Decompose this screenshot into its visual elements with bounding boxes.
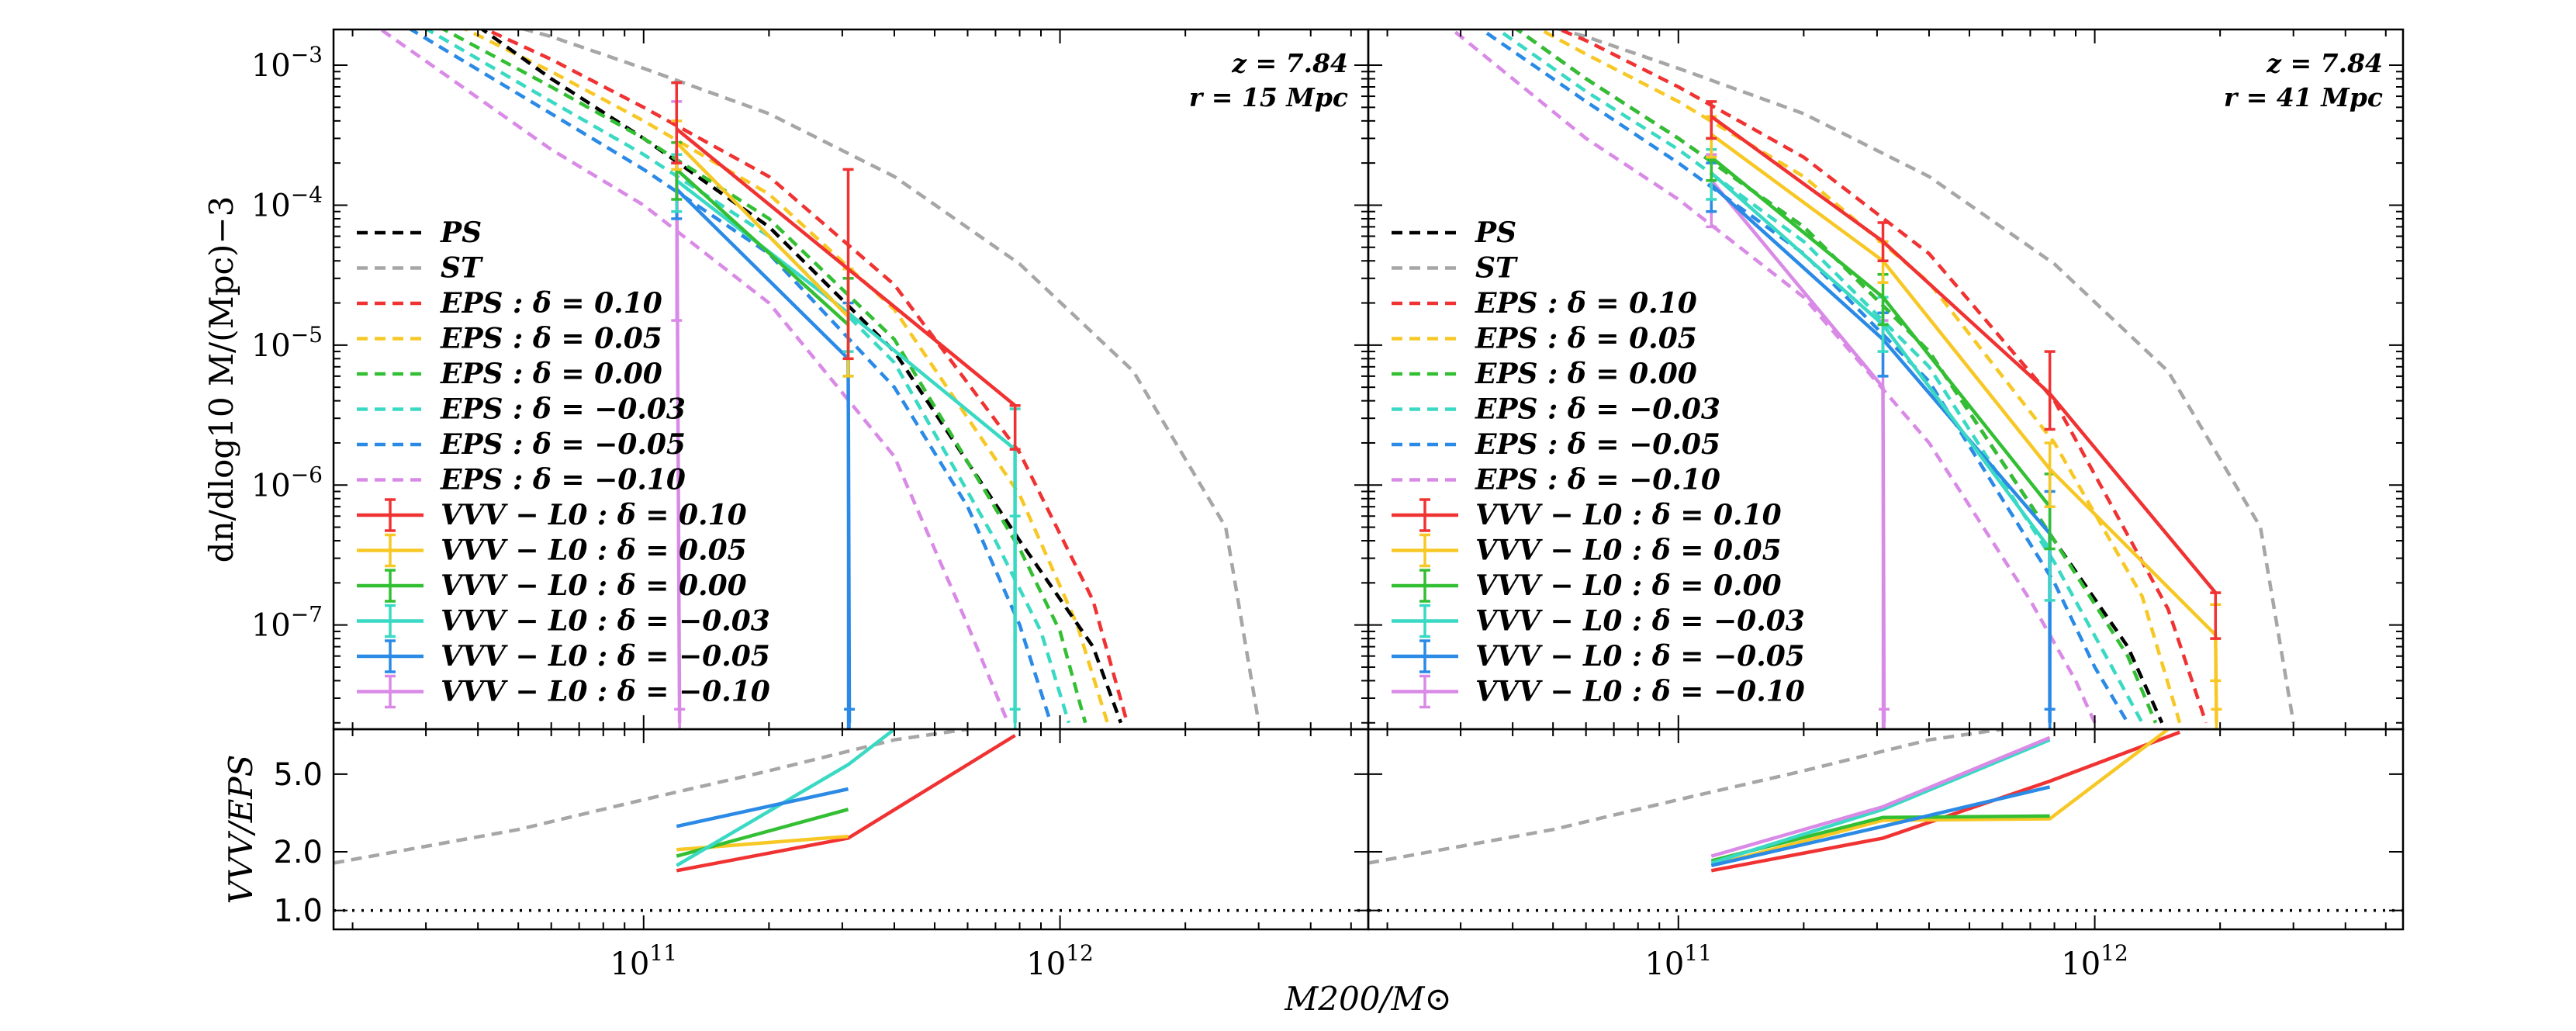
legend-label: VVV − L0 : δ = −0.05: [1475, 640, 1805, 673]
model-curve-ST: [1554, 29, 2295, 724]
ratio-curve-ST: [334, 729, 968, 865]
legend-label: VVV − L0 : δ = 0.05: [1475, 535, 1782, 567]
legend-label: VVV − L0 : δ = 0.10: [1475, 499, 1782, 531]
ratio-tick-label: 2.0: [273, 835, 323, 870]
legend-label: EPS : δ = 0.05: [1475, 323, 1697, 355]
x-ticks: [1386, 29, 2387, 929]
model-curve-d0.00: [440, 29, 1087, 724]
y-ticks: [1368, 64, 2403, 912]
legend-label: VVV − L0 : δ = −0.03: [1475, 605, 1805, 638]
model-curve-d0.10: [482, 29, 1129, 724]
x-tick-label: 1012: [1026, 940, 1094, 982]
sim-series-d0.10: [1710, 115, 2218, 594]
legend-label: EPS : δ = 0.05: [440, 323, 662, 355]
legend-label: VVV − L0 : δ = 0.10: [441, 499, 747, 531]
top-plot-area: [378, 29, 1260, 729]
y-tick-label: 10−7: [251, 602, 323, 644]
ratio-curve-d-0.03: [1710, 738, 2051, 865]
x-tick-label: 1011: [1644, 940, 1712, 982]
legend-label: VVV − L0 : δ = 0.05: [441, 535, 747, 567]
model-curve-PS: [479, 29, 1123, 724]
legend-label: VVV − L0 : δ = 0.00: [1475, 569, 1782, 602]
ratio-curve-d0.10: [1710, 730, 2180, 873]
y-tick-label: 10−5: [251, 322, 323, 364]
model-curve-d0.00: [1514, 29, 2158, 724]
ratio-frame: [332, 728, 1370, 931]
model-curve-d-0.10: [378, 29, 1010, 724]
ratio-curve-d-0.03: [676, 729, 896, 867]
shared-axis-labels: M200/M⊙ dn/dlog10 M/(Mpc)−3 VVV/EPS: [202, 196, 1452, 1018]
model-curve-d-0.03: [1494, 29, 2144, 724]
ratio-tick-label: 5.0: [273, 757, 323, 793]
legend-label: VVV − L0 : δ = 0.00: [441, 569, 747, 602]
legend-label: VVV − L0 : δ = −0.05: [441, 640, 770, 673]
model-curve-d-0.05: [1478, 29, 2130, 724]
x-tick-label: 1011: [610, 940, 677, 982]
legend-label: EPS : δ = 0.00: [440, 358, 662, 390]
legend-label: EPS : δ = −0.10: [1475, 464, 1720, 496]
ratio-curve-ST: [1368, 729, 2003, 865]
y-tick-label: 10−4: [251, 182, 323, 223]
legend-label: PS: [1475, 216, 1516, 249]
ratio-frame: [1367, 728, 2405, 931]
legend-label: EPS : δ = 0.10: [440, 287, 662, 320]
model-curve-d-0.05: [407, 29, 1053, 724]
y-tick-label: 10−3: [251, 42, 323, 84]
y-axis-title-ratio: VVV/EPS: [222, 755, 260, 905]
legend-label: VVV − L0 : δ = −0.03: [441, 605, 770, 638]
model-curve-ST: [519, 29, 1260, 724]
sim-series-d0.05: [675, 141, 850, 318]
x-tick-label: 1012: [2061, 940, 2128, 982]
y-ticks: [334, 64, 1368, 912]
left-panel: 1011 1012 10−3 10−4 10−5 10−6 10−7 1.0 2.0 5.0 z =…: [251, 28, 1370, 982]
legend-label: EPS : δ = −0.05: [1475, 428, 1720, 461]
legend-label: EPS : δ = 0.10: [1475, 287, 1697, 320]
legend-label: EPS : δ = −0.03: [1475, 393, 1720, 426]
legend-label: EPS : δ = 0.00: [1475, 358, 1697, 390]
ratio-curve-d-0.05: [676, 787, 849, 829]
panel-annotation: z = 7.84: [2266, 48, 2383, 78]
ratio-tick-label: 1.0: [273, 894, 323, 929]
ratio-curve-d0.05: [1710, 729, 2170, 867]
legend-label: VVV − L0 : δ = −0.10: [1475, 676, 1805, 708]
ratio-curve-d-0.10: [1710, 735, 2051, 858]
legend-label: PS: [440, 216, 482, 249]
ratio-curve-d0.10: [676, 734, 1016, 873]
x-ticks: [351, 29, 1352, 929]
top-plot-area: [1449, 29, 2295, 729]
legend-label: EPS : δ = −0.03: [440, 393, 686, 426]
legend-label: EPS : δ = −0.05: [440, 428, 686, 461]
model-curve-d-0.10: [1449, 29, 2097, 724]
panel-annotation: r = 41 Mpc: [2224, 82, 2383, 112]
ratio-curve-d-0.05: [1710, 785, 2051, 867]
model-curve-d0.05: [462, 29, 1109, 724]
sim-series-d0.00: [675, 168, 850, 327]
legend-label: ST: [441, 252, 483, 285]
ratio-plot-area: [334, 729, 1368, 912]
y-axis-title-top: dn/dlog10 M/(Mpc)−3: [202, 196, 240, 563]
legend-label: EPS : δ = −0.10: [440, 464, 686, 496]
model-curve-d0.10: [1555, 29, 2208, 724]
ratio-plot-area: [1368, 729, 2403, 912]
panel-annotation: z = 7.84: [1231, 48, 1348, 78]
panel-annotation: r = 15 Mpc: [1189, 82, 1348, 112]
legend-label: ST: [1475, 252, 1518, 285]
x-axis-title: M200/M⊙: [1284, 980, 1452, 1018]
legend-label: VVV − L0 : δ = −0.10: [441, 676, 770, 708]
y-tick-label: 10−6: [251, 462, 323, 503]
